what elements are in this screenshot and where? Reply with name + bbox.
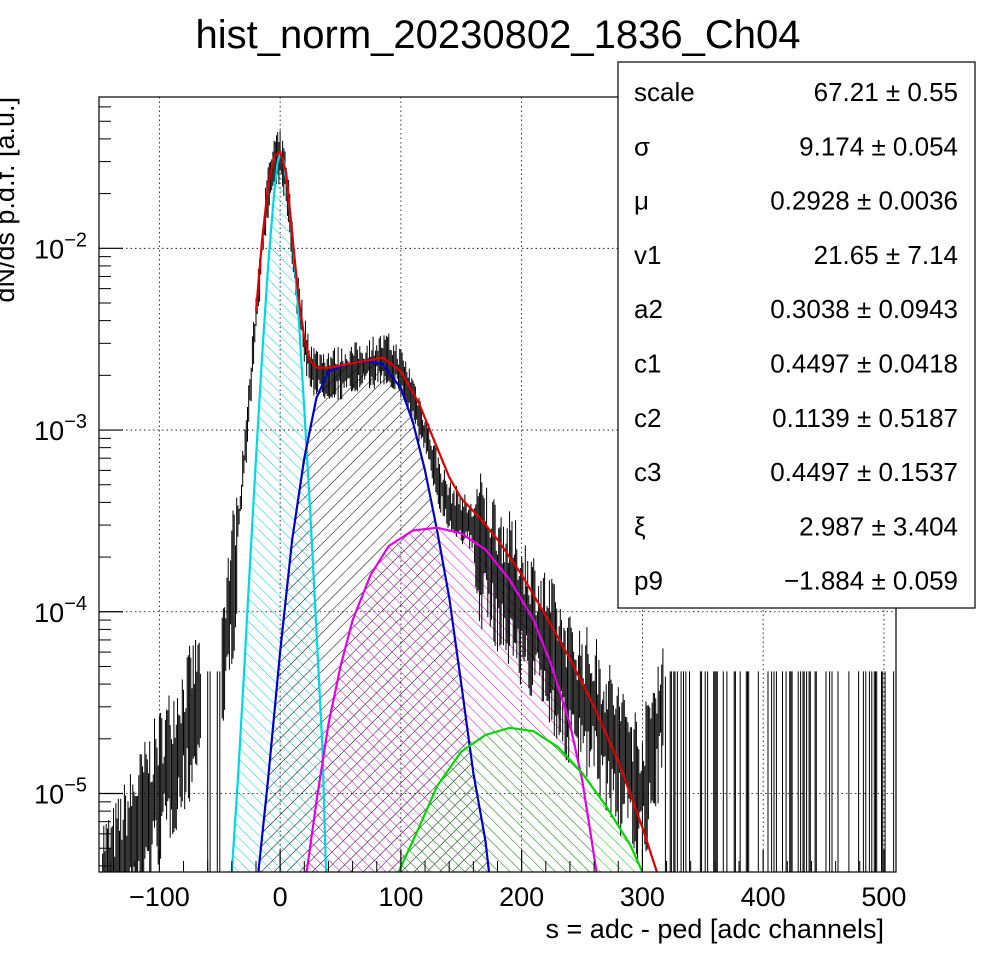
x-axis-label: s = adc - ped [adc channels] bbox=[546, 914, 884, 944]
stat-value: 0.1139 ± 0.5187 bbox=[772, 403, 958, 433]
stat-value: 0.4497 ± 0.0418 bbox=[770, 349, 958, 379]
stat-value: 9.174 ± 0.054 bbox=[799, 131, 958, 161]
stat-name: scale bbox=[634, 77, 695, 107]
x-tick-label: 400 bbox=[741, 882, 786, 912]
y-tick-label: 10−4 bbox=[34, 593, 87, 628]
y-tick-label: 10−3 bbox=[34, 411, 87, 446]
stat-name: ξ bbox=[634, 511, 646, 541]
stat-value: 0.4497 ± 0.1537 bbox=[770, 457, 958, 487]
stats-box-frame bbox=[617, 61, 976, 609]
fit-curve-2 bbox=[305, 526, 598, 872]
stat-name: c3 bbox=[634, 457, 661, 487]
x-tick-label: 300 bbox=[620, 882, 665, 912]
stat-name: μ bbox=[634, 186, 649, 216]
histogram-bins bbox=[100, 130, 895, 872]
x-tick-label: 0 bbox=[273, 882, 288, 912]
chart-title: hist_norm_20230802_1836_Ch04 bbox=[196, 13, 801, 57]
stat-value: 0.2928 ± 0.0036 bbox=[770, 186, 958, 216]
x-tick-label: 100 bbox=[378, 882, 423, 912]
y-axis-label: dN/ds p.d.f. [a.u.] bbox=[0, 97, 20, 303]
stat-value: 0.3038 ± 0.0943 bbox=[770, 294, 958, 324]
y-tick-label: 10−5 bbox=[34, 775, 87, 810]
stat-value: 2.987 ± 3.404 bbox=[799, 511, 958, 541]
stat-value: −1.884 ± 0.059 bbox=[784, 566, 958, 596]
fit-curve-3 bbox=[397, 726, 644, 872]
x-tick-label: 200 bbox=[499, 882, 544, 912]
axis-ticks: −100 0 100 200 300 400 500 10−5 10−4 10−3 10−2 bbox=[34, 106, 906, 912]
fit-curve-4 bbox=[254, 149, 658, 872]
fit-curves bbox=[230, 149, 658, 872]
fit-stats-box: scale 67.21 ± 0.55 σ 9.174 ± 0.054 μ 0.2928 ±… bbox=[617, 61, 976, 609]
y-tick-label: 10−2 bbox=[34, 229, 87, 264]
stat-value: 67.21 ± 0.55 bbox=[814, 77, 958, 107]
stat-name: v1 bbox=[634, 240, 661, 270]
x-tick-label: −100 bbox=[129, 882, 190, 912]
histogram bbox=[100, 130, 895, 872]
component-fill-3 bbox=[398, 727, 643, 872]
stat-name: c1 bbox=[634, 349, 661, 379]
stat-name: c2 bbox=[634, 403, 661, 433]
stat-name: σ bbox=[634, 131, 650, 161]
stat-name: p9 bbox=[634, 566, 663, 596]
fit-curve-1 bbox=[257, 359, 491, 872]
plot-area bbox=[100, 130, 895, 872]
x-tick-label: 500 bbox=[861, 882, 906, 912]
stat-value: 21.65 ± 7.14 bbox=[814, 240, 958, 270]
stat-name: a2 bbox=[634, 294, 663, 324]
